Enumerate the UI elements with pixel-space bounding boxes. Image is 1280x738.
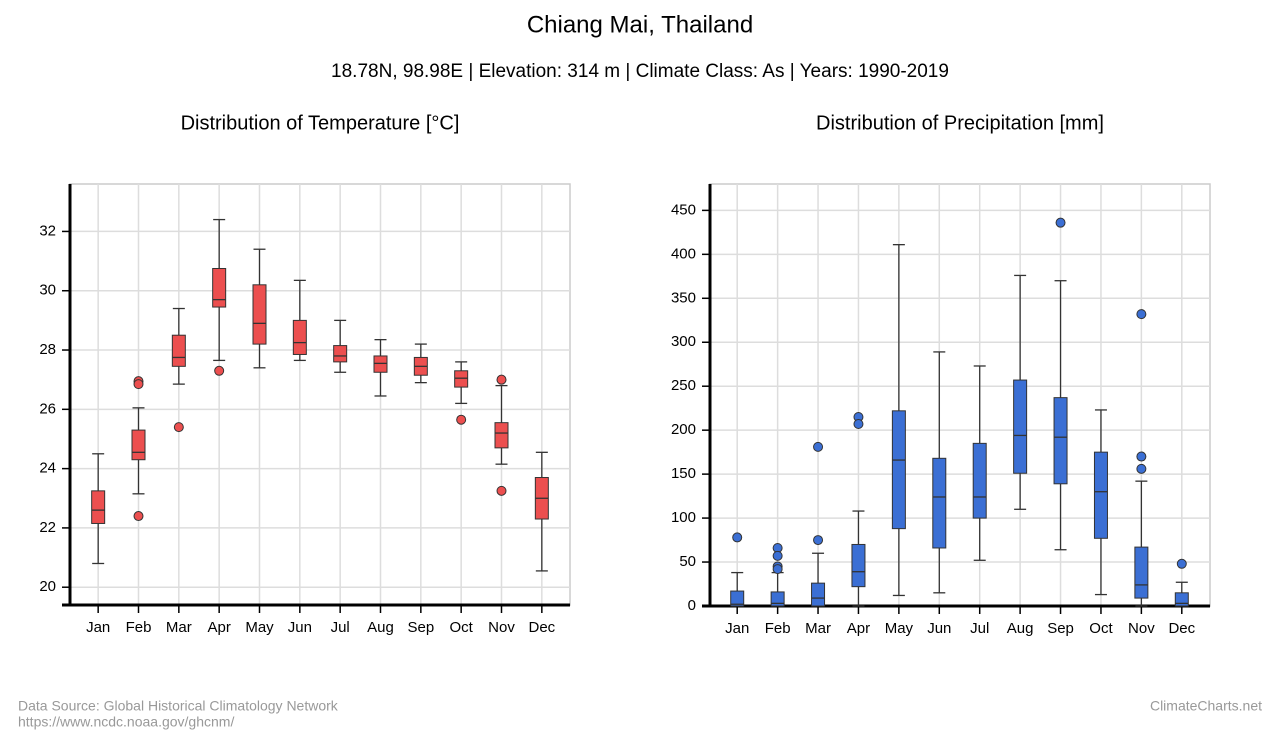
box [1174, 592, 1189, 607]
y-tick-label: 400 [671, 245, 696, 262]
x-tick-label: Aug [367, 619, 394, 636]
chart-title: Distribution of Temperature [°C] [181, 112, 460, 134]
x-tick-label: Mar [805, 620, 831, 637]
outlier [1136, 463, 1147, 474]
x-tick-label: Nov [1128, 620, 1155, 637]
box [1134, 546, 1149, 599]
box [932, 457, 947, 549]
x-tick-label: Mar [166, 619, 192, 636]
box [891, 410, 906, 530]
outlier [214, 365, 225, 376]
y-tick-label: 250 [671, 377, 696, 394]
outlier [496, 374, 507, 385]
y-tick-label: 24 [39, 460, 56, 477]
box [811, 582, 826, 607]
outlier [1055, 217, 1066, 228]
box [1093, 451, 1108, 539]
outlier [732, 532, 743, 543]
y-tick-label: 200 [671, 421, 696, 438]
plot-frame [69, 183, 571, 606]
x-tick-label: Feb [126, 619, 152, 636]
y-tick-label: 20 [39, 578, 56, 595]
x-tick-label: Aug [1007, 620, 1034, 637]
x-tick-label: Dec [528, 619, 555, 636]
x-tick-label: Jul [331, 619, 350, 636]
outlier [173, 422, 184, 433]
outlier [456, 414, 467, 425]
y-tick-label: 450 [671, 201, 696, 218]
x-tick-label: Sep [407, 619, 434, 636]
outlier [813, 535, 824, 546]
box [333, 345, 348, 363]
x-tick-label: Apr [207, 619, 230, 636]
outlier [133, 379, 144, 390]
box [373, 355, 388, 373]
outlier [1136, 451, 1147, 462]
box [454, 370, 469, 388]
x-tick-label: Oct [449, 619, 473, 636]
box [212, 267, 227, 308]
y-tick-label: 350 [671, 289, 696, 306]
x-tick-label: Sep [1047, 620, 1074, 637]
box [1053, 397, 1068, 485]
box [972, 442, 987, 519]
outlier [772, 550, 783, 561]
plot-frame [709, 183, 1211, 607]
box [131, 429, 146, 461]
box [171, 334, 186, 367]
outlier [133, 511, 144, 522]
source-url: https://www.ncdc.noaa.gov/ghcnm/ [18, 714, 234, 730]
x-tick-label: Feb [765, 620, 791, 637]
x-tick-label: Jan [725, 620, 749, 637]
outlier [496, 485, 507, 496]
y-tick-label: 32 [39, 222, 56, 239]
box [1013, 379, 1028, 474]
y-tick-label: 50 [679, 553, 696, 570]
y-tick-label: 30 [39, 282, 56, 299]
box [252, 284, 267, 345]
x-tick-label: Jan [86, 619, 110, 636]
y-tick-label: 150 [671, 465, 696, 482]
y-tick-label: 100 [671, 509, 696, 526]
outlier [772, 564, 783, 575]
x-tick-label: Oct [1089, 620, 1113, 637]
page-subtitle: 18.78N, 98.98E | Elevation: 314 m | Clim… [331, 61, 949, 82]
x-tick-label: Apr [847, 620, 870, 637]
box [292, 319, 307, 355]
y-tick-label: 0 [688, 597, 696, 614]
page-title: Chiang Mai, Thailand [527, 11, 753, 38]
x-tick-label: Jun [927, 620, 951, 637]
outlier [1136, 309, 1147, 320]
chart-title: Distribution of Precipitation [mm] [816, 112, 1104, 134]
box [770, 591, 785, 607]
y-tick-label: 22 [39, 519, 56, 536]
x-tick-label: Nov [488, 619, 515, 636]
y-tick-label: 28 [39, 341, 56, 358]
x-tick-label: Jun [288, 619, 312, 636]
x-tick-label: May [245, 619, 274, 636]
x-tick-label: Dec [1168, 620, 1195, 637]
outlier [1176, 558, 1187, 569]
x-tick-label: Jul [970, 620, 989, 637]
source: Data Source: Global Historical Climatolo… [18, 698, 339, 714]
box [91, 490, 106, 524]
box [730, 590, 745, 607]
y-tick-label: 26 [39, 400, 56, 417]
box [851, 543, 866, 588]
outlier [853, 419, 864, 430]
box [494, 422, 509, 449]
y-tick-label: 300 [671, 333, 696, 350]
brand: ClimateCharts.net [1150, 698, 1262, 714]
outlier [813, 441, 824, 452]
x-tick-label: May [885, 620, 914, 637]
